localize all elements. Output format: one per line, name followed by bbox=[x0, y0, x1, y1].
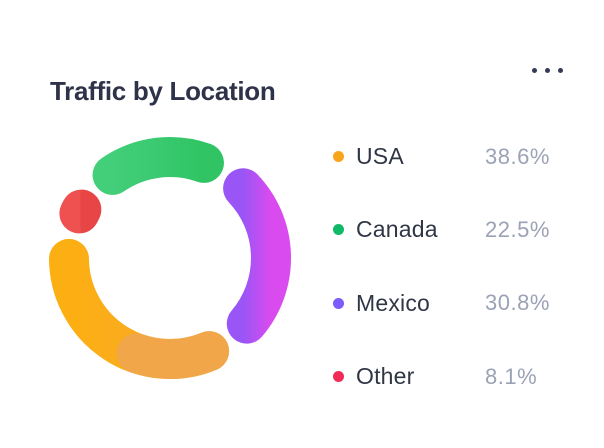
donut-segment-mexico[interactable] bbox=[223, 168, 291, 344]
legend-item-mexico[interactable]: Mexico 30.8% bbox=[333, 267, 568, 340]
more-options-button[interactable] bbox=[524, 56, 570, 84]
legend-item-usa[interactable]: USA 38.6% bbox=[333, 120, 568, 193]
legend-label: Mexico bbox=[356, 289, 431, 316]
legend: USA 38.6% Canada 22.5% Mexico 30.8% Other 8.1% bbox=[333, 120, 568, 413]
card-title: Traffic by Location bbox=[50, 75, 276, 106]
legend-value: 8.1% bbox=[485, 363, 538, 389]
donut-segment-canada[interactable] bbox=[92, 137, 224, 195]
ellipsis-dot bbox=[544, 67, 550, 73]
legend-value: 30.8% bbox=[485, 290, 550, 316]
legend-dot-mexico-icon bbox=[333, 297, 344, 309]
legend-value: 38.6% bbox=[485, 143, 550, 169]
donut-segment-usa-end-cap bbox=[116, 331, 230, 379]
ellipsis-icon bbox=[531, 67, 563, 73]
legend-label: Other bbox=[356, 363, 415, 390]
legend-item-other[interactable]: Other 8.1% bbox=[333, 340, 568, 413]
donut-chart bbox=[49, 137, 291, 379]
legend-item-canada[interactable]: Canada 22.5% bbox=[333, 193, 568, 266]
legend-value: 22.5% bbox=[485, 216, 550, 242]
donut-segment-other[interactable] bbox=[59, 189, 102, 234]
ellipsis-dot bbox=[531, 67, 537, 73]
legend-dot-other-icon bbox=[333, 371, 344, 383]
legend-dot-canada-icon bbox=[333, 224, 344, 236]
ellipsis-dot bbox=[557, 67, 563, 73]
legend-label: Canada bbox=[356, 216, 438, 243]
legend-label: USA bbox=[356, 143, 404, 170]
legend-dot-usa-icon bbox=[333, 151, 344, 163]
